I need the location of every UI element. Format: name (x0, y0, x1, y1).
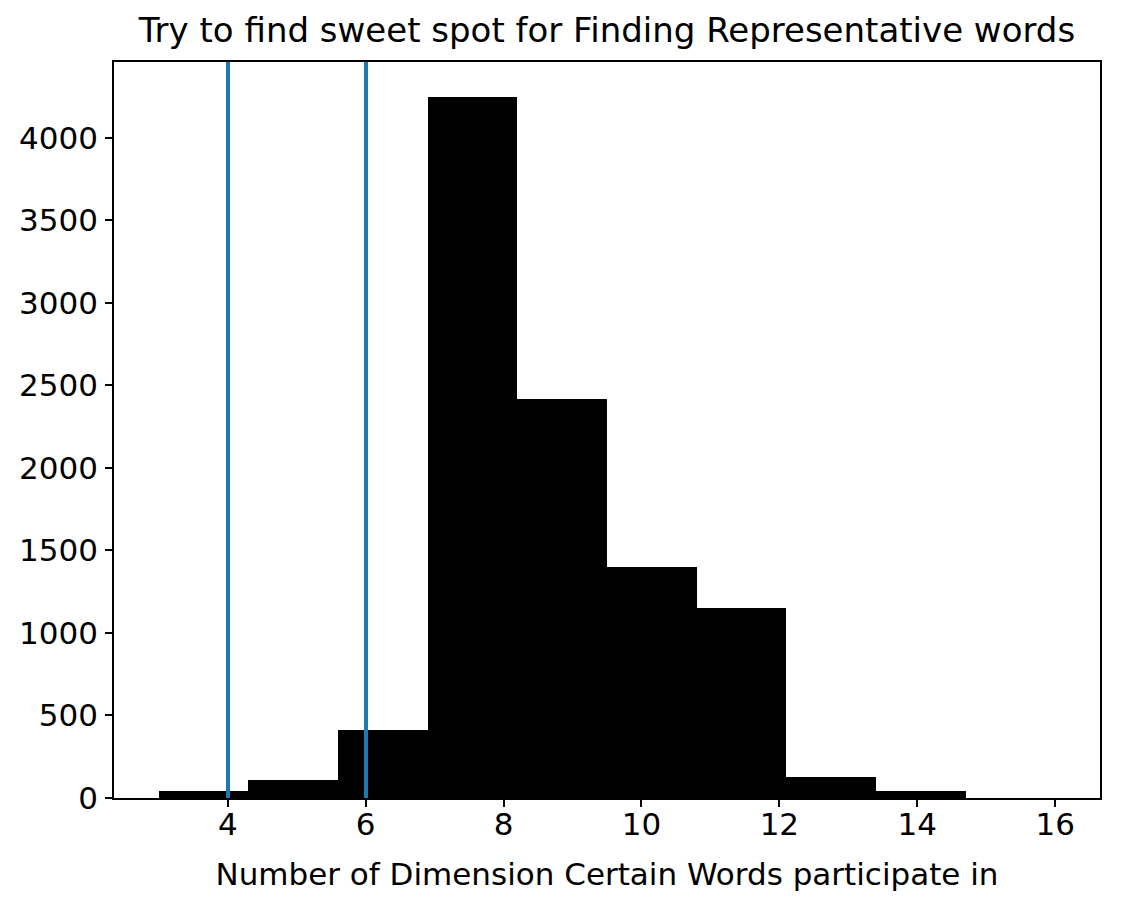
y-tick-label: 0 (78, 783, 98, 814)
y-tick-mark (105, 384, 114, 386)
histogram-bar (159, 791, 249, 798)
x-axis-label: Number of Dimension Certain Words partic… (112, 856, 1102, 892)
y-tick-mark (105, 219, 114, 221)
y-tick-label: 1500 (19, 535, 98, 566)
y-tick-label: 3000 (19, 287, 98, 318)
x-tick-label: 8 (494, 809, 514, 840)
histogram-figure: Try to find sweet spot for Finding Repre… (0, 0, 1122, 908)
y-tick-label: 1000 (19, 617, 98, 648)
histogram-bar (876, 791, 966, 798)
y-tick-label: 4000 (19, 122, 98, 153)
y-tick-mark (105, 797, 114, 799)
histogram-bar (338, 730, 428, 798)
y-tick-mark (105, 137, 114, 139)
histogram-bar (248, 780, 338, 798)
x-tick-label: 4 (218, 809, 238, 840)
vline-marker (364, 62, 368, 798)
histogram-bar (517, 399, 607, 798)
y-tick-label: 2000 (19, 452, 98, 483)
y-tick-label: 2500 (19, 370, 98, 401)
histogram-bar (428, 97, 518, 798)
x-tick-label: 16 (1035, 809, 1074, 840)
plot-area: 4681012141605001000150020002500300035004… (112, 60, 1102, 800)
chart-title: Try to find sweet spot for Finding Repre… (112, 10, 1102, 50)
histogram-bar (697, 608, 787, 798)
vline-marker (226, 62, 230, 798)
y-tick-label: 500 (39, 700, 98, 731)
x-tick-label: 10 (622, 809, 661, 840)
histogram-bar (607, 567, 697, 798)
y-tick-label: 3500 (19, 205, 98, 236)
histogram-bar (786, 777, 876, 798)
y-tick-mark (105, 549, 114, 551)
x-tick-label: 6 (356, 809, 376, 840)
y-tick-mark (105, 714, 114, 716)
x-tick-label: 12 (760, 809, 799, 840)
y-tick-mark (105, 632, 114, 634)
y-tick-mark (105, 467, 114, 469)
y-tick-mark (105, 302, 114, 304)
x-tick-label: 14 (898, 809, 937, 840)
